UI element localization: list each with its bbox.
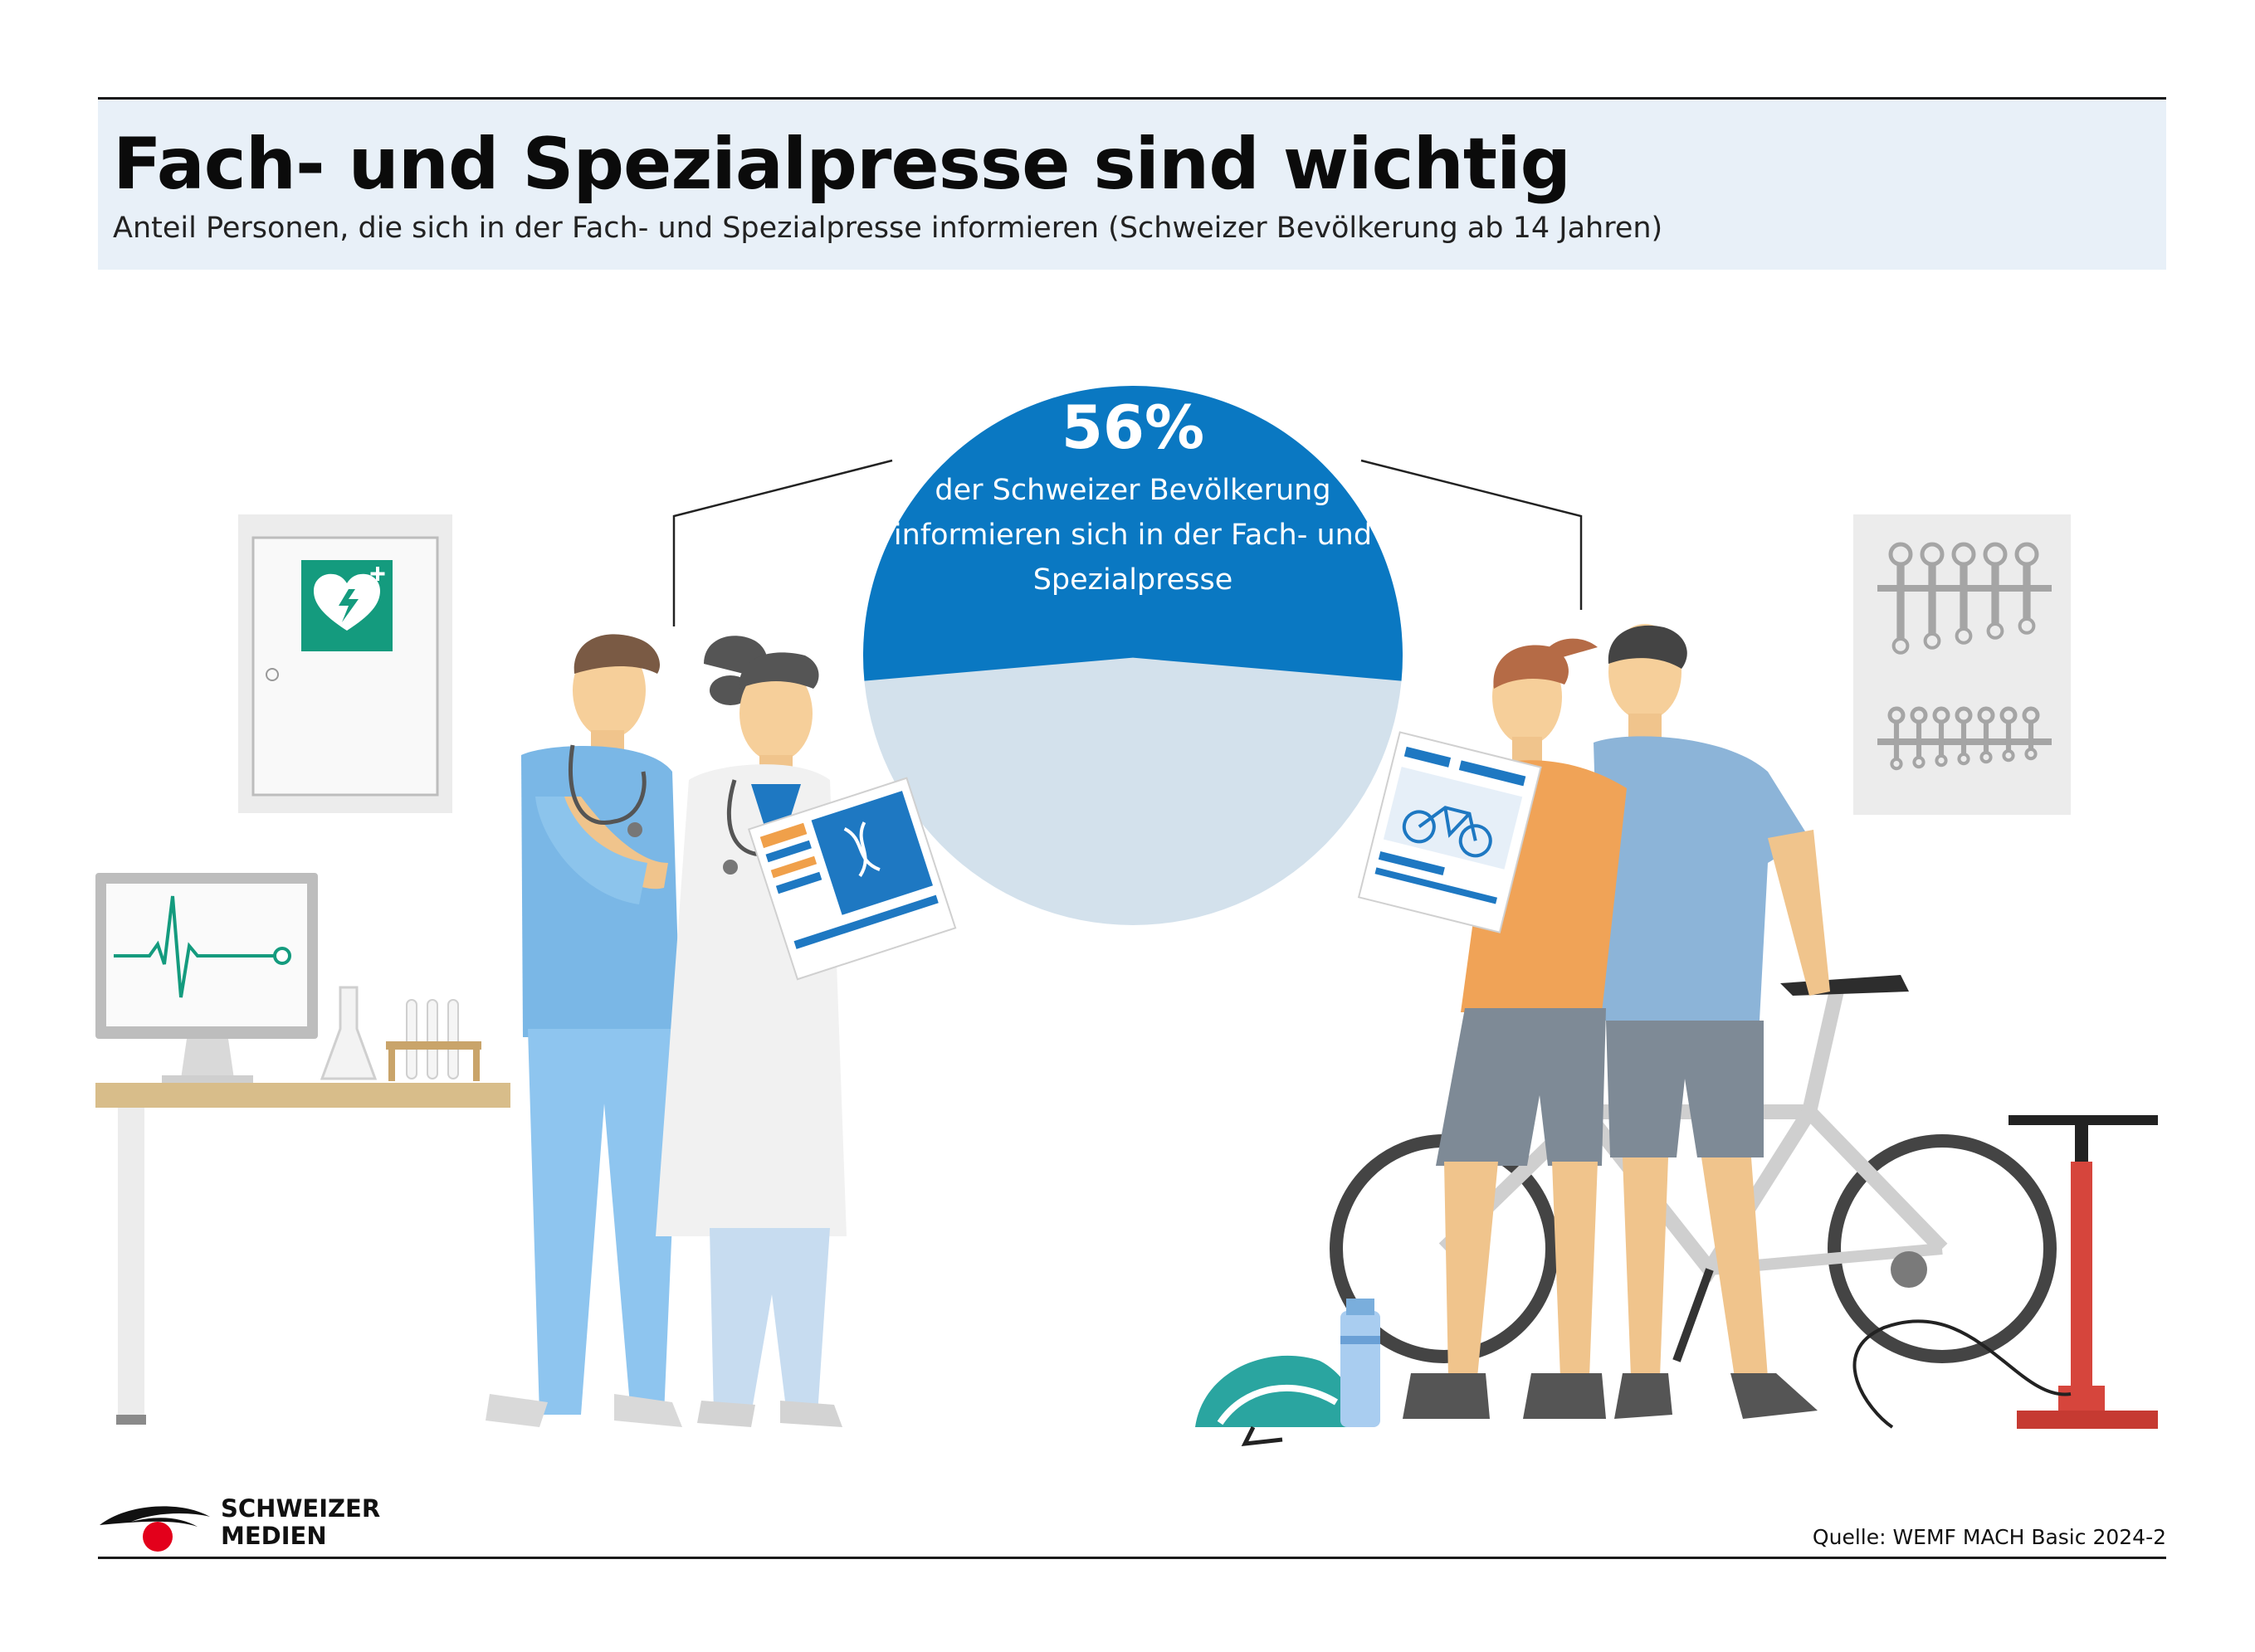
wrench-icon	[1887, 706, 1906, 771]
doctor-figure	[656, 636, 847, 1427]
brand-logo: SCHWEIZER MEDIEN	[98, 1494, 397, 1553]
wrench-icon	[1932, 706, 1950, 768]
header-band: Fach- und Spezialpresse sind wichtig Ant…	[98, 100, 2166, 270]
wrench-set-board	[1853, 514, 2071, 815]
medical-magazine	[747, 777, 957, 981]
brand-name: SCHWEIZER MEDIEN	[221, 1495, 380, 1550]
wrench-icon	[1920, 542, 1945, 650]
man-figure	[1594, 624, 1830, 1419]
wrench-icon	[1999, 706, 2018, 763]
nurse-figure	[486, 634, 682, 1427]
heart-monitor-icon	[114, 895, 274, 998]
wrench-icon	[2014, 542, 2039, 635]
brand-line-1: SCHWEIZER	[221, 1494, 381, 1523]
cycling-scene	[1195, 514, 2158, 1446]
connector-line-right	[1360, 459, 1583, 610]
wrench-icon	[1983, 542, 2008, 640]
wrench-icon	[1910, 706, 1928, 769]
wrench-icon	[2022, 706, 2040, 761]
wrench-icon	[1955, 706, 1973, 766]
brand-eye-icon	[100, 1506, 210, 1552]
pie-slice-main	[862, 386, 1403, 681]
pie-chart	[862, 386, 1403, 925]
source-note: Quelle: WEMF MACH Basic 2024-2	[1812, 1525, 2166, 1549]
water-bottle	[1340, 1299, 1380, 1427]
connector-line-left	[672, 459, 893, 626]
defibrillator-icon	[301, 560, 393, 651]
desk	[95, 1083, 510, 1425]
heart-monitor	[95, 873, 318, 1084]
top-rule	[98, 97, 2166, 100]
wrench-icon	[1951, 542, 1976, 645]
pie-label-block: 56% der Schweizer Bevölkerung informiere…	[863, 390, 1403, 602]
page-title: Fach- und Spezialpresse sind wichtig	[113, 123, 1571, 206]
medical-scene	[95, 514, 957, 1427]
floor-pump	[1852, 1115, 2158, 1429]
cycling-magazine	[1357, 731, 1542, 933]
wrench-icon	[1888, 542, 1913, 655]
brand-line-2: MEDIEN	[221, 1522, 327, 1550]
wrench-icon	[1977, 706, 1995, 764]
pie-caption: der Schweizer Bevölkerung informieren si…	[893, 474, 1373, 597]
bottom-rule	[98, 1557, 2166, 1559]
pie-value-label: 56%	[1061, 392, 1205, 462]
bicycle-icon	[1402, 806, 1492, 858]
defibrillator-cabinet	[238, 514, 452, 813]
lab-glassware	[320, 986, 481, 1081]
helmet	[1195, 1355, 1358, 1446]
wrench-set-icon	[1877, 542, 2052, 771]
illustration-scene	[95, 386, 2158, 1446]
page-subtitle: Anteil Personen, die sich in der Fach- u…	[113, 212, 1663, 245]
